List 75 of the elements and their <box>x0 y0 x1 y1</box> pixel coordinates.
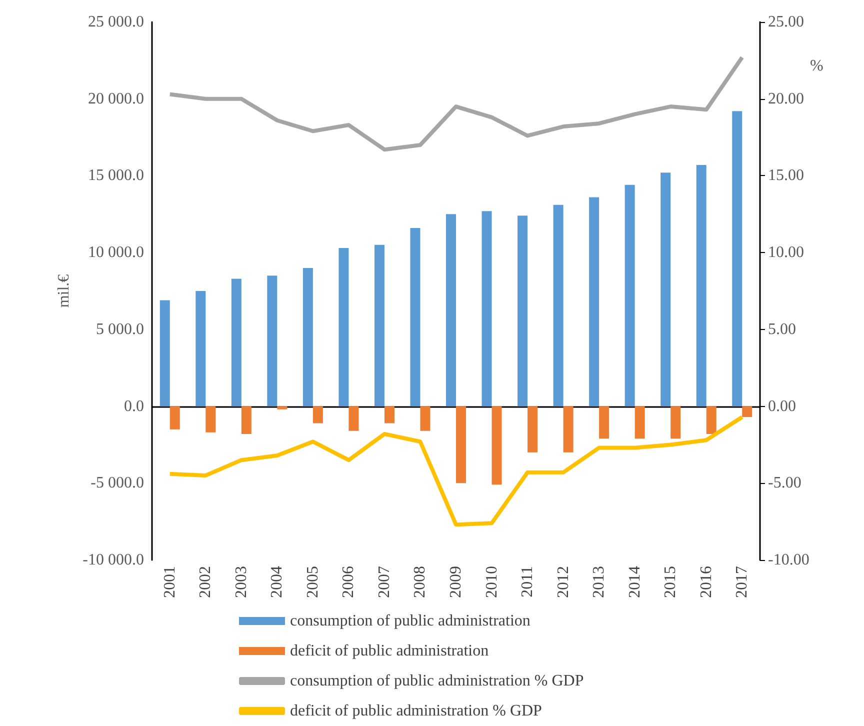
line-series <box>168 415 744 527</box>
bar <box>348 406 359 431</box>
x-tick-label: 2006 <box>340 566 358 598</box>
bar <box>196 291 206 406</box>
y-tick-label: -10 000.0 <box>82 552 144 568</box>
bar <box>742 406 752 418</box>
bar <box>410 228 420 406</box>
bar <box>420 406 430 431</box>
bar <box>231 278 242 406</box>
bar <box>482 211 492 406</box>
y-axis-title: mil.€ <box>55 274 72 308</box>
y2-axis-title: % <box>810 58 824 74</box>
x-tick-label: 2007 <box>376 566 393 598</box>
y2-tick-label: 25.00 <box>768 14 804 30</box>
bar <box>312 406 323 424</box>
x-tick-label: 2009 <box>448 566 464 598</box>
y-tick-label: 15 000.0 <box>88 167 144 184</box>
x-tick-label: 2017 <box>734 566 751 598</box>
x-tick-label: 2001 <box>161 566 178 598</box>
bar <box>384 406 394 424</box>
y-tick-label: 5 000.0 <box>96 320 144 338</box>
x-tick-label: 2014 <box>626 566 644 598</box>
bar <box>302 268 313 406</box>
bar <box>706 406 716 434</box>
x-tick-label: 2012 <box>554 566 572 598</box>
x-tick-label: 2002 <box>197 566 214 598</box>
y-tick-label: 0.0 <box>124 398 144 415</box>
x-tick-label: 2016 <box>698 566 715 598</box>
bar <box>267 276 278 406</box>
legend-label: consumption of public administration <box>290 612 530 630</box>
y2-tick-label: 15.00 <box>768 167 804 184</box>
bar <box>563 406 574 452</box>
y2-tick-label: 20.00 <box>768 90 804 108</box>
bar <box>528 406 538 452</box>
y-tick-label: 25 000.0 <box>88 14 144 30</box>
bar <box>634 406 645 439</box>
y2-tick-label: 10.00 <box>768 244 804 262</box>
bar <box>518 216 528 406</box>
legend-label: deficit of public administration <box>290 642 489 660</box>
bar <box>732 111 742 406</box>
bar <box>277 406 288 410</box>
bar <box>624 184 635 406</box>
bar <box>696 164 706 406</box>
bar <box>241 406 252 434</box>
bar <box>446 214 456 406</box>
y-tick-label: 10 000.0 <box>88 244 144 262</box>
x-tick-label: 2011 <box>519 566 536 598</box>
bar <box>553 204 564 406</box>
y2-tick-label: 5.00 <box>768 320 796 338</box>
x-tick-label: 2004 <box>268 566 286 598</box>
y2-tick-label: 0.00 <box>768 398 796 415</box>
bar <box>589 197 600 406</box>
legend-label: consumption of public administration % GDP <box>290 672 584 690</box>
x-tick-label: 2015 <box>662 566 680 598</box>
bar <box>338 248 349 406</box>
bar <box>170 406 180 430</box>
x-tick-label: 2010 <box>483 566 500 598</box>
bar <box>456 406 466 484</box>
bar <box>374 244 384 406</box>
bar <box>206 406 216 432</box>
bar <box>160 300 170 406</box>
x-tick-label: 2013 <box>590 566 608 598</box>
y-tick-label: -5 000.0 <box>90 474 144 492</box>
x-tick-label: 2003 <box>232 566 250 598</box>
x-tick-label: 2008 <box>412 566 429 598</box>
bar <box>599 406 610 439</box>
bar <box>492 406 502 485</box>
x-tick-label: 2005 <box>304 566 322 598</box>
y2-tick-label: -5.00 <box>768 474 802 492</box>
bar <box>660 172 671 406</box>
bar <box>670 406 681 439</box>
line-series <box>168 55 744 152</box>
legend-label: deficit of public administration % GDP <box>290 702 542 720</box>
y-tick-label: 20 000.0 <box>88 90 144 108</box>
y2-tick-label: -10.00 <box>768 552 810 568</box>
